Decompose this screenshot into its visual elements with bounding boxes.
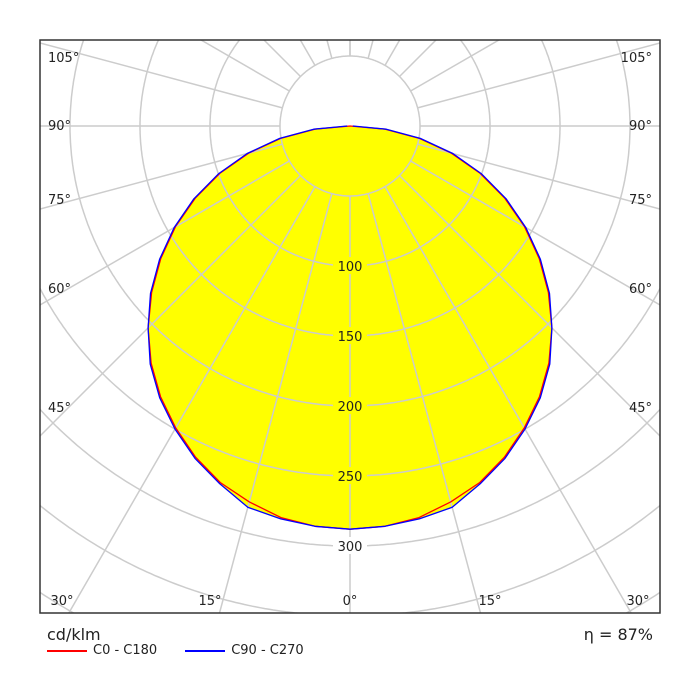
curve-c90-c270 xyxy=(147,125,553,530)
radial-grid-circle xyxy=(40,504,660,613)
radial-tick-bg xyxy=(333,257,367,274)
legend-label-c0-c180: C0 - C180 xyxy=(93,643,158,658)
angle-grid-spoke xyxy=(299,40,316,66)
angle-grid-spoke xyxy=(417,143,660,210)
angle-tick-label-right: 45° xyxy=(629,401,652,416)
radial-grid-circle xyxy=(209,40,491,267)
angle-tick-label-bottom: 15° xyxy=(198,594,221,609)
angle-grid-spoke xyxy=(40,174,302,437)
angle-tick-label-right: 90° xyxy=(629,119,652,134)
radial-tick-label: 150 xyxy=(338,330,363,345)
radial-tick-bg xyxy=(333,327,367,344)
angle-grid-spoke xyxy=(326,40,333,59)
angle-grid-spoke xyxy=(40,143,283,210)
angle-grid-spoke xyxy=(398,174,660,437)
angle-tick-label-left: 45° xyxy=(48,401,71,416)
angle-grid-spoke xyxy=(40,42,283,109)
angle-grid-spoke xyxy=(263,40,302,78)
angle-tick-label-bottom: 30° xyxy=(626,594,649,609)
angle-tick-label-right: 105° xyxy=(621,51,652,66)
radial-grid-circle xyxy=(40,408,660,547)
angle-tick-label-right: 60° xyxy=(629,282,652,297)
angle-grid-spoke xyxy=(367,40,374,59)
radial-tick-bg xyxy=(333,397,367,414)
radial-grid-circle xyxy=(40,286,660,477)
angle-tick-label-left: 60° xyxy=(48,282,71,297)
legend-swatch-c0-c180 xyxy=(47,649,87,652)
radial-grid-circle xyxy=(69,40,631,407)
unit-label: cd/klm xyxy=(47,625,101,644)
angle-grid-spoke xyxy=(417,42,660,109)
legend: C0 - C180 C90 - C270 xyxy=(47,643,304,658)
angle-tick-label-left: 105° xyxy=(48,51,79,66)
angle-grid-spoke xyxy=(398,40,437,78)
angle-grid-spoke xyxy=(384,40,401,66)
radial-tick-label: 250 xyxy=(338,470,363,485)
radial-tick-label: 300 xyxy=(338,540,363,555)
radial-grid-circle xyxy=(139,40,561,337)
angle-grid-spoke xyxy=(384,186,632,613)
legend-label-c90-c270: C90 - C270 xyxy=(231,643,304,658)
angle-tick-label-left: 90° xyxy=(48,119,71,134)
angle-grid-spoke xyxy=(40,160,290,306)
angle-tick-label-bottom: 0° xyxy=(343,594,358,609)
angle-grid-spoke xyxy=(218,193,333,613)
angle-tick-label-bottom: 15° xyxy=(478,594,501,609)
angle-tick-label-bottom: 30° xyxy=(50,594,73,609)
radial-tick-bg xyxy=(333,537,367,554)
efficiency-label: η = 87% xyxy=(583,625,653,644)
radial-tick-label: 100 xyxy=(338,260,363,275)
angle-grid-spoke xyxy=(68,186,316,613)
angle-grid-spoke xyxy=(200,40,290,92)
radial-grid-circle xyxy=(40,591,660,613)
radial-tick-bg xyxy=(333,467,367,484)
angle-tick-label-left: 75° xyxy=(48,193,71,208)
angle-grid-spoke xyxy=(367,193,482,613)
chart-frame xyxy=(39,39,661,614)
angle-grid-spoke xyxy=(410,40,500,92)
angle-tick-label-right: 75° xyxy=(629,193,652,208)
angle-grid-spoke xyxy=(410,160,660,306)
radial-tick-label: 200 xyxy=(338,400,363,415)
legend-swatch-c90-c270 xyxy=(185,649,226,652)
